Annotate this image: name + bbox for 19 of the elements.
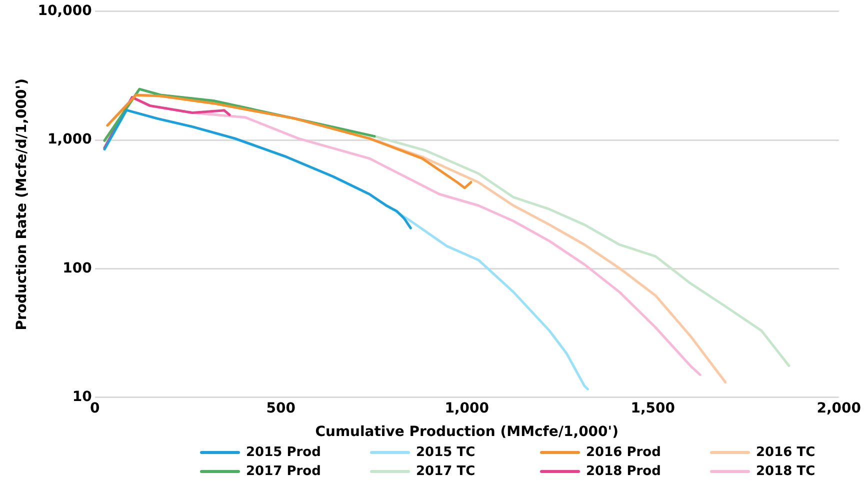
legend-label: 2017 TC: [416, 464, 476, 479]
x-axis-title: Cumulative Production (MMcfe/1,000'): [315, 424, 618, 440]
x-tick-label: 1,000: [444, 400, 490, 416]
legend-label: 2018 Prod: [586, 464, 661, 479]
y-tick-label: 1,000: [48, 132, 92, 148]
y-axis-title: Production Rate (Mcfe/d/1,000'): [14, 78, 30, 330]
x-tick-label: 2,000: [816, 400, 862, 416]
y-tick-label: 10,000: [38, 3, 92, 20]
x-tick-label: 1,500: [630, 400, 676, 416]
legend-label: 2017 Prod: [246, 464, 321, 479]
x-tick-label: 0: [90, 400, 100, 416]
y-tick-label: 10: [72, 389, 92, 406]
legend-label: 2015 Prod: [246, 445, 321, 460]
legend-label: 2018 TC: [756, 464, 816, 479]
x-tick-label: 500: [266, 400, 296, 416]
legend-label: 2016 TC: [756, 445, 816, 460]
legend-label: 2016 Prod: [586, 445, 661, 460]
legend-label: 2015 TC: [416, 445, 476, 460]
y-tick-label: 100: [62, 260, 92, 276]
